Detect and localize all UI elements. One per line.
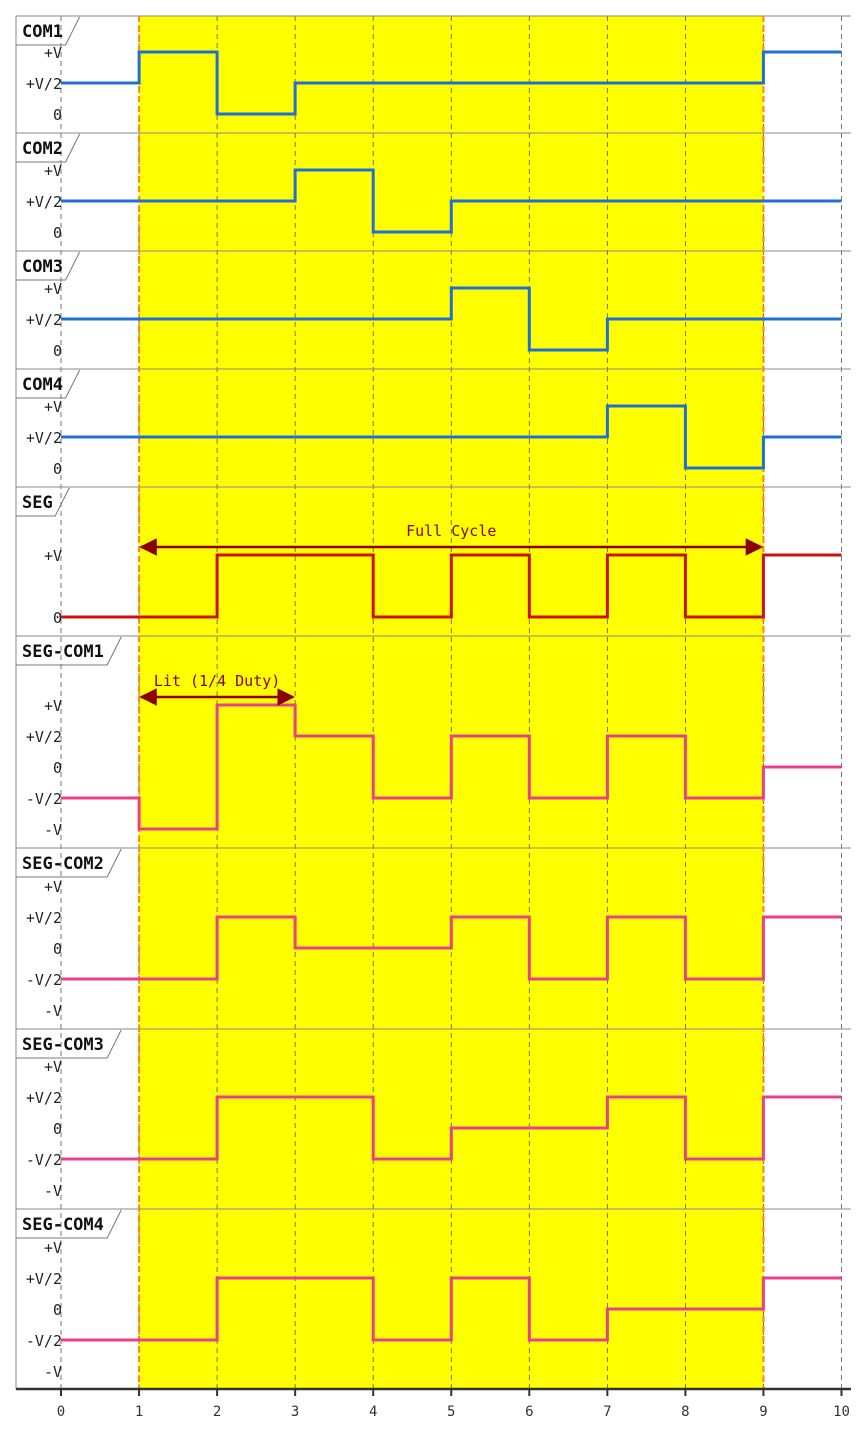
x-tick-label: 5: [447, 1404, 455, 1420]
level-label: +V: [44, 547, 62, 565]
x-tick-label: 2: [213, 1404, 221, 1420]
panel-title-tab: [16, 1209, 122, 1239]
panel-title: SEG-COM3: [22, 1035, 104, 1055]
level-label: -V: [44, 1182, 62, 1200]
level-label: +V/2: [26, 429, 62, 447]
panel-com2: COM2 +V +V/2 0: [16, 133, 842, 242]
panel-com4: COM4 +V +V/2 0: [16, 369, 842, 478]
level-label: +V: [44, 162, 62, 180]
panel-seg-com2: SEG-COM2 +V +V/2 0 -V/2 -V: [16, 848, 842, 1020]
panel-title-tab: [16, 1029, 122, 1059]
level-label: -V: [44, 1363, 62, 1381]
x-tick-label: 4: [369, 1404, 377, 1420]
panel-title: COM3: [22, 257, 63, 277]
level-label: +V: [44, 44, 62, 62]
waveform-com3: [61, 286, 842, 352]
level-label: 0: [53, 342, 62, 360]
panel-title: SEG-COM1: [22, 642, 104, 662]
level-label: +V/2: [26, 75, 62, 93]
x-tick-label: 7: [603, 1404, 611, 1420]
waveform-seg-com1: [61, 703, 842, 831]
panel-title-tab: [16, 848, 122, 878]
panel-title: COM1: [22, 22, 63, 42]
panel-title-tab: [16, 251, 81, 281]
panel-title-tab: [16, 16, 81, 46]
panel-title: SEG: [22, 493, 53, 513]
waveform-com4: [61, 404, 842, 470]
panel-title-tab: [16, 636, 122, 666]
annotation-label: Lit (1/4 Duty): [154, 672, 280, 690]
level-label: 0: [53, 759, 62, 777]
level-label: +V/2: [26, 193, 62, 211]
panel-title-tab: [16, 133, 81, 163]
level-label: 0: [53, 940, 62, 958]
panel-title-tab: [16, 369, 81, 399]
level-label: -V/2: [26, 971, 62, 989]
level-label: +V/2: [26, 311, 62, 329]
panel-title: COM4: [22, 375, 63, 395]
level-label: -V: [44, 821, 62, 839]
level-label: -V/2: [26, 1151, 62, 1169]
panel-seg-com4: SEG-COM4 +V +V/2 0 -V/2 -V: [16, 1209, 842, 1381]
waveform-com1: [61, 50, 842, 116]
x-tick-label: 6: [525, 1404, 533, 1420]
level-label: 0: [53, 460, 62, 478]
level-label: +V: [44, 878, 62, 896]
panel-title-tab: [16, 487, 70, 517]
x-tick-label: 1: [135, 1404, 143, 1420]
level-label: +V/2: [26, 909, 62, 927]
level-label: +V: [44, 1239, 62, 1257]
level-label: -V/2: [26, 1332, 62, 1350]
level-label: 0: [53, 106, 62, 124]
level-label: +V: [44, 398, 62, 416]
waveform-seg-com4: [61, 1276, 842, 1342]
level-label: 0: [53, 1301, 62, 1319]
panel-title: COM2: [22, 139, 63, 159]
waveform-seg-com3: [61, 1095, 842, 1161]
level-label: +V/2: [26, 728, 62, 746]
annotation-label: Full Cycle: [406, 522, 496, 540]
panel-com3: COM3 +V +V/2 0: [16, 251, 842, 360]
level-label: 0: [53, 224, 62, 242]
level-label: -V: [44, 1002, 62, 1020]
level-label: +V/2: [26, 1270, 62, 1288]
level-label: 0: [53, 609, 62, 627]
panel-seg-com3: SEG-COM3 +V +V/2 0 -V/2 -V: [16, 1029, 842, 1200]
level-label: +V: [44, 1058, 62, 1076]
x-tick-label: 0: [57, 1404, 65, 1420]
x-tick-label: 3: [291, 1404, 299, 1420]
waveform-com2: [61, 168, 842, 234]
waveform-seg-com2: [61, 915, 842, 981]
x-tick-label: 8: [681, 1404, 689, 1420]
panel-title: SEG-COM2: [22, 854, 104, 874]
level-label: +V/2: [26, 1089, 62, 1107]
x-tick-label: 9: [759, 1404, 767, 1420]
panel-title: SEG-COM4: [22, 1215, 104, 1235]
level-label: +V: [44, 697, 62, 715]
level-label: -V/2: [26, 790, 62, 808]
x-tick-label: 10: [833, 1404, 850, 1420]
panel-com1: COM1 +V +V/2 0: [16, 16, 842, 124]
panel-seg-com1: SEG-COM1 +V +V/2 0 -V/2 -V: [16, 636, 842, 839]
level-label: 0: [53, 1120, 62, 1138]
level-label: +V: [44, 280, 62, 298]
